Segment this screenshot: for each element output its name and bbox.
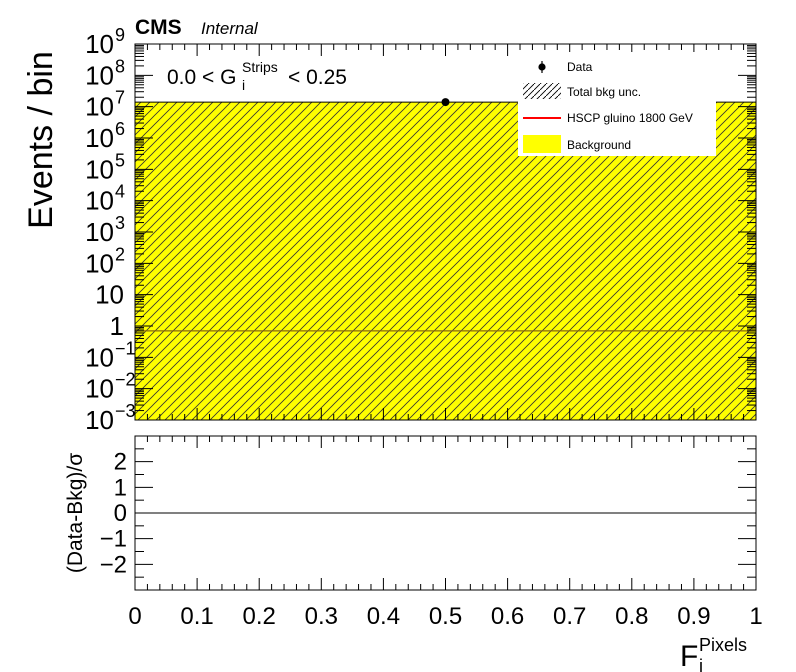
- x-axis-label-base: F: [680, 640, 698, 672]
- legend-hatch-swatch: [523, 83, 561, 99]
- main-ytick-label: 10: [95, 280, 124, 310]
- main-ytick-label: 10: [85, 29, 114, 59]
- main-ytick-label: 1: [110, 311, 124, 341]
- legend-label-unc: Total bkg unc.: [567, 85, 641, 99]
- pull-frame: [134, 435, 757, 591]
- main-ytick-base: 10: [85, 29, 114, 59]
- xtick-label: 0.6: [491, 603, 524, 630]
- main-ytick-label: 10: [85, 60, 114, 90]
- main-ytick-base: 10: [85, 60, 114, 90]
- legend-entry-background: Background: [523, 135, 631, 153]
- data-points: [441, 98, 450, 107]
- main-ytick-base: 10: [85, 154, 114, 184]
- xtick-label: 0.1: [180, 603, 213, 630]
- main-ytick-base: 10: [85, 92, 114, 122]
- main-ytick-exponent: 3: [115, 213, 125, 233]
- main-ytick-exponent: 8: [115, 56, 125, 76]
- main-frame: [134, 43, 757, 421]
- main-ytick-base: 10: [85, 405, 114, 435]
- legend-background-swatch: [523, 135, 561, 153]
- main-y-axis-label: Events / bin: [22, 51, 60, 229]
- main-ytick-label: 10: [85, 374, 114, 404]
- main-ytick-label: 10: [85, 92, 114, 122]
- xtick-label: 1: [749, 603, 762, 630]
- cms-label: CMS: [135, 16, 182, 39]
- legend: Data Total bkg unc. HSCP gluino 1800 GeV…: [518, 52, 716, 156]
- legend-data-marker: [538, 63, 546, 71]
- pull-ytick-label: 0: [114, 500, 127, 527]
- main-ytick-label: 10: [85, 342, 114, 372]
- x-axis-label-subscript: i: [699, 656, 703, 672]
- legend-label-signal: HSCP gluino 1800 GeV: [567, 111, 693, 125]
- pull-ytick-label: 2: [114, 449, 127, 476]
- pull-ytick-label: 1: [114, 474, 127, 501]
- main-ytick-base: 1: [110, 311, 124, 341]
- legend-entry-data: Data: [538, 60, 593, 74]
- annotation-suffix: < 0.25: [288, 66, 347, 89]
- xtick-label: 0.3: [305, 603, 338, 630]
- xtick-label: 0.9: [677, 603, 710, 630]
- annotation-superscript: Strips: [242, 59, 278, 75]
- main-ytick-exponent: 6: [115, 119, 125, 139]
- internal-label: Internal: [201, 19, 259, 38]
- x-axis-label: F i Pixels: [680, 635, 747, 672]
- legend-entry-signal: HSCP gluino 1800 GeV: [523, 111, 693, 125]
- main-ytick-label: 10: [85, 248, 114, 278]
- x-tick-labels: 0 0.1 0.2 0.3 0.4 0.5 0.6 0.7 0.8 0.9 1: [128, 603, 762, 630]
- main-ytick-label: 10: [85, 154, 114, 184]
- main-ytick-base: 10: [95, 280, 124, 310]
- main-ytick-exponent: 4: [115, 182, 125, 202]
- legend-entry-unc: Total bkg unc.: [523, 83, 641, 99]
- annotation-prefix: 0.0 < G: [167, 66, 236, 89]
- main-ytick-label: 10: [85, 217, 114, 247]
- main-ytick-label: 10: [85, 186, 114, 216]
- main-ytick-label: 10: [85, 405, 114, 435]
- xtick-label: 0.4: [367, 603, 400, 630]
- x-axis-label-superscript: Pixels: [699, 635, 747, 655]
- pull-panel: 210−1−2 (Data-Bkg)/σ 0 0.1 0.2 0.3 0.4 0.5 0.6…: [64, 435, 763, 672]
- pull-y-axis-label: (Data-Bkg)/σ: [64, 453, 87, 573]
- main-ytick-exponent: 2: [115, 244, 125, 264]
- xtick-label: 0.5: [429, 603, 462, 630]
- main-ytick-label: 10: [85, 123, 114, 153]
- main-ytick-base: 10: [85, 217, 114, 247]
- main-ytick-base: 10: [85, 186, 114, 216]
- main-ytick-base: 10: [85, 248, 114, 278]
- data-point-0: [441, 98, 450, 107]
- pull-ytick-label: −2: [100, 551, 127, 578]
- strips-cut-annotation: 0.0 < G i Strips < 0.25: [167, 59, 347, 93]
- annotation-subscript: i: [242, 77, 245, 93]
- pull-y-tick-labels: 210−1−2: [100, 449, 127, 579]
- main-ytick-base: 10: [85, 342, 114, 372]
- xtick-label: 0.2: [243, 603, 276, 630]
- main-ytick-exponent: 9: [115, 25, 125, 45]
- main-ytick-base: 10: [85, 123, 114, 153]
- xtick-label: 0.7: [553, 603, 586, 630]
- pull-ticks: [134, 436, 757, 590]
- main-ytick-base: 10: [85, 374, 114, 404]
- main-ytick-exponent: −1: [115, 338, 136, 358]
- legend-label-data: Data: [567, 60, 593, 74]
- main-ytick-exponent: −2: [115, 370, 136, 390]
- main-ytick-exponent: 7: [115, 88, 125, 108]
- xtick-label: 0.8: [615, 603, 648, 630]
- pull-ytick-label: −1: [100, 526, 127, 553]
- legend-label-background: Background: [567, 138, 631, 152]
- main-ytick-exponent: 5: [115, 150, 125, 170]
- main-ytick-exponent: −3: [115, 401, 136, 421]
- svg-text:0.0 < G: 0.0 < G: [167, 66, 236, 89]
- xtick-label: 0: [128, 603, 141, 630]
